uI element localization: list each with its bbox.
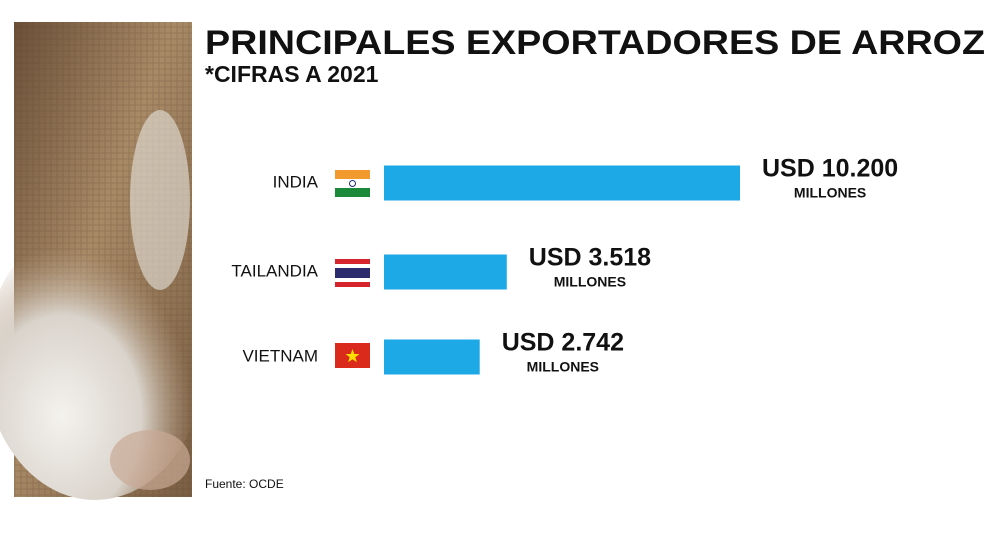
value-label: USD 2.742 — [502, 329, 624, 357]
flag-vietnam — [335, 343, 370, 368]
bar — [384, 165, 740, 201]
value-label: USD 10.200 — [762, 155, 898, 183]
value-label: USD 3.518 — [529, 244, 651, 272]
source: Fuente: OCDE — [205, 477, 284, 491]
chart-title: PRINCIPALES EXPORTADORES DE ARROZ — [205, 24, 985, 62]
unit-label: MILLONES — [794, 185, 866, 201]
flag-thailand — [335, 259, 370, 287]
flag-india — [335, 170, 370, 197]
category-label: INDIA — [273, 172, 319, 191]
unit-label: MILLONES — [527, 359, 599, 375]
category-label: VIETNAM — [242, 346, 318, 365]
category-label: TAILANDIA — [231, 261, 318, 280]
unit-label: MILLONES — [554, 274, 626, 290]
photo — [0, 22, 205, 500]
bar — [384, 339, 480, 375]
chart-subtitle: *CIFRAS A 2021 — [205, 61, 379, 87]
bar — [384, 254, 507, 290]
